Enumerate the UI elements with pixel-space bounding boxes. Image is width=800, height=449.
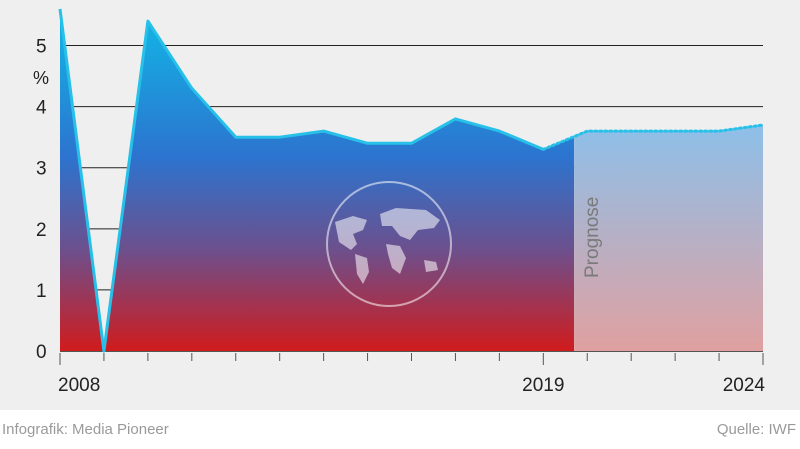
footer: Infografik: Media Pioneer Quelle: IWF [0, 410, 800, 449]
historical-line [58, 8, 544, 353]
y-tick-label: 3 [36, 159, 47, 180]
globe-icon [326, 181, 452, 307]
x-tick-label: 2024 [723, 375, 766, 396]
area-fills [60, 8, 763, 352]
x-tick-label: 2008 [58, 375, 100, 396]
historical-area [60, 8, 575, 352]
series-lines [58, 8, 765, 353]
forecast-line [541, 123, 765, 151]
credit-text: Infografik: Media Pioneer [2, 421, 169, 438]
y-tick-label: 1 [36, 281, 47, 302]
x-tick-labels: 2008 2019 2024 [58, 375, 765, 396]
chart: 0 1 2 3 4 5 % 2008 2019 2024 Prognose [33, 8, 765, 396]
y-tick-label: 0 [36, 342, 47, 363]
forecast-area [574, 125, 763, 351]
source-text: Quelle: IWF [716, 421, 796, 438]
y-axis-unit: % [33, 68, 49, 88]
x-tick-label: 2019 [522, 375, 564, 396]
y-tick-labels: 0 1 2 3 4 5 [36, 37, 47, 363]
x-axis [59, 353, 764, 365]
forecast-label: Prognose [582, 197, 603, 278]
y-tick-label: 2 [36, 220, 47, 241]
y-tick-label: 4 [36, 98, 47, 119]
y-tick-label: 5 [36, 37, 47, 58]
